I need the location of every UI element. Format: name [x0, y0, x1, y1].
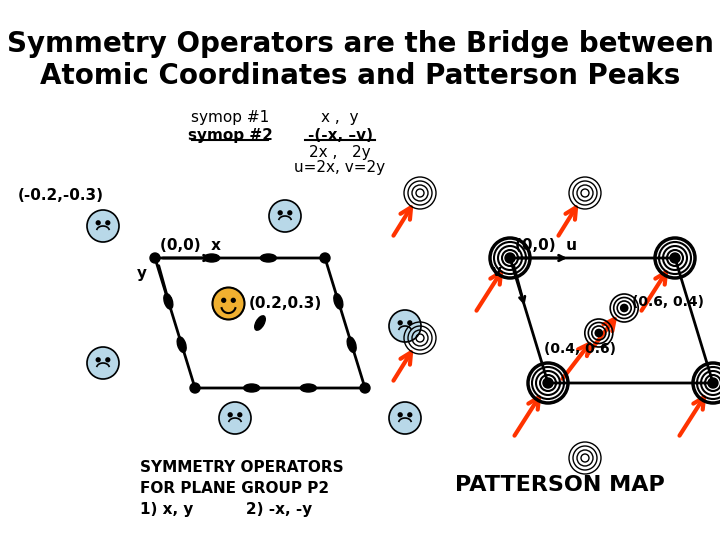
Circle shape — [190, 383, 200, 393]
Ellipse shape — [334, 294, 343, 309]
Ellipse shape — [347, 337, 356, 353]
Ellipse shape — [164, 294, 173, 309]
Circle shape — [709, 379, 717, 387]
Ellipse shape — [243, 384, 260, 392]
Ellipse shape — [300, 384, 316, 392]
Circle shape — [360, 383, 370, 393]
Circle shape — [106, 221, 109, 225]
Circle shape — [408, 413, 412, 417]
Circle shape — [212, 287, 245, 320]
Text: (0.4, 0.6): (0.4, 0.6) — [544, 342, 616, 356]
Ellipse shape — [204, 254, 220, 262]
Text: Atomic Coordinates and Patterson Peaks: Atomic Coordinates and Patterson Peaks — [40, 62, 680, 90]
Circle shape — [389, 310, 421, 342]
Circle shape — [106, 358, 109, 362]
Text: y: y — [137, 266, 147, 281]
Circle shape — [228, 413, 232, 417]
Text: (0,0)  u: (0,0) u — [515, 238, 577, 253]
Circle shape — [238, 413, 242, 417]
Text: PATTERSON MAP: PATTERSON MAP — [455, 475, 665, 495]
Circle shape — [408, 321, 412, 325]
Circle shape — [543, 378, 553, 388]
Circle shape — [87, 210, 119, 242]
Circle shape — [596, 330, 602, 336]
Circle shape — [278, 211, 282, 215]
Text: (0.2,0.3): (0.2,0.3) — [248, 296, 322, 312]
Circle shape — [398, 413, 402, 417]
Circle shape — [398, 321, 402, 325]
Text: v: v — [492, 264, 502, 279]
Circle shape — [544, 379, 552, 387]
Circle shape — [269, 200, 301, 232]
Circle shape — [231, 299, 235, 302]
Circle shape — [222, 299, 225, 302]
Text: (-0.2,-0.3): (-0.2,-0.3) — [18, 188, 104, 203]
Text: u=2x, v=2y: u=2x, v=2y — [294, 160, 386, 175]
Text: symop #1: symop #1 — [191, 110, 269, 125]
Ellipse shape — [177, 337, 186, 353]
Circle shape — [389, 402, 421, 434]
Circle shape — [96, 221, 100, 225]
Text: SYMMETRY OPERATORS
FOR PLANE GROUP P2
1) x, y          2) -x, -y: SYMMETRY OPERATORS FOR PLANE GROUP P2 1)… — [140, 460, 343, 517]
Circle shape — [288, 211, 292, 215]
Text: x ,  y: x , y — [321, 110, 359, 125]
Circle shape — [505, 253, 515, 263]
Circle shape — [671, 254, 679, 262]
Ellipse shape — [261, 254, 276, 262]
Circle shape — [320, 253, 330, 263]
Circle shape — [219, 402, 251, 434]
Text: Symmetry Operators are the Bridge between: Symmetry Operators are the Bridge betwee… — [6, 30, 714, 58]
Text: 2x ,   2y: 2x , 2y — [309, 145, 371, 160]
Text: (0.6, 0.4): (0.6, 0.4) — [632, 295, 704, 309]
Text: (0,0)  x: (0,0) x — [160, 238, 221, 253]
Circle shape — [621, 305, 627, 311]
Circle shape — [670, 253, 680, 263]
Circle shape — [506, 254, 514, 262]
Ellipse shape — [255, 316, 265, 330]
Circle shape — [150, 253, 160, 263]
Circle shape — [708, 378, 718, 388]
Circle shape — [87, 347, 119, 379]
Circle shape — [96, 358, 100, 362]
Text: symop #2: symop #2 — [188, 128, 272, 143]
Text: -(-x, –v): -(-x, –v) — [307, 128, 372, 143]
